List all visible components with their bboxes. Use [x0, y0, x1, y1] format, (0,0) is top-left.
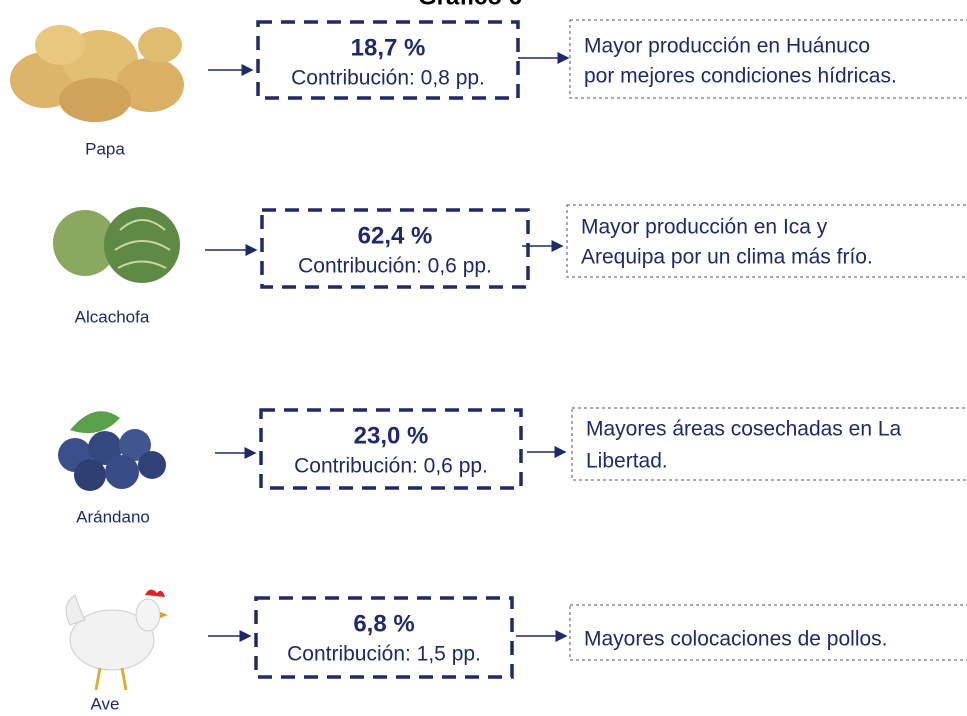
note-text: Mayores colocaciones de pollos. — [584, 628, 888, 651]
percent: 6,8 % — [353, 610, 414, 637]
contribution: Contribución: 0,6 pp. — [294, 455, 488, 478]
note-box — [566, 204, 967, 278]
note-text: Mayor producción en Huánuco — [584, 35, 870, 58]
note-box — [569, 604, 967, 661]
potato-image — [10, 25, 184, 122]
title: Gráfico 6 — [418, 0, 522, 10]
note-text: por mejores condiciones hídricas. — [584, 65, 897, 88]
item-label: Arándano — [76, 507, 150, 526]
value-box — [254, 596, 514, 679]
note-box — [569, 19, 967, 99]
value-box — [260, 208, 530, 289]
percent: 62,4 % — [358, 222, 433, 249]
artichoke-image — [53, 207, 180, 283]
contribution: Contribución: 1,5 pp. — [287, 643, 481, 666]
percent: 23,0 % — [354, 422, 429, 449]
value-box — [256, 20, 520, 100]
item-label: Ave — [91, 694, 120, 713]
blueberry-image — [58, 411, 166, 491]
chicken-image — [65, 589, 168, 691]
note-text: Arequipa por un clima más frío. — [581, 246, 873, 269]
note-text: Libertad. — [586, 450, 668, 473]
value-box — [259, 408, 523, 490]
note-text: Mayores áreas cosechadas en La — [586, 418, 902, 441]
percent: 18,7 % — [351, 34, 426, 61]
item-label: Alcachofa — [75, 307, 150, 326]
contribution: Contribución: 0,8 pp. — [291, 67, 485, 90]
contribution: Contribución: 0,6 pp. — [298, 255, 492, 278]
note-text: Mayor producción en Ica y — [581, 216, 828, 239]
item-label: Papa — [85, 139, 125, 158]
note-box — [571, 407, 967, 481]
